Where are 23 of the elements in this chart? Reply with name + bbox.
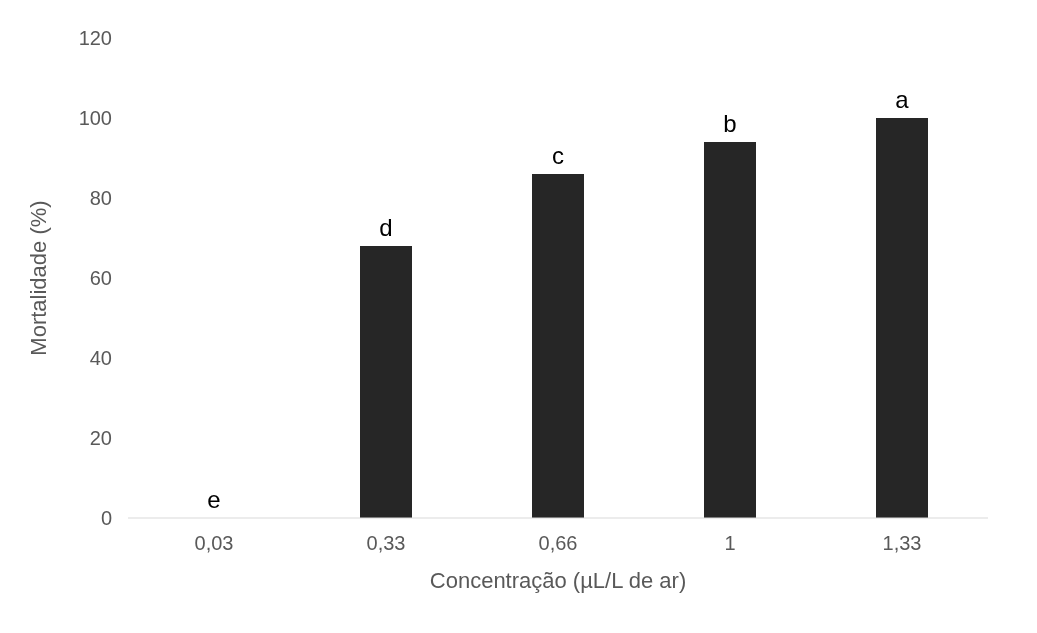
- x-tick-label: 0,03: [194, 532, 234, 555]
- y-tick-label: 120: [78, 27, 112, 50]
- x-axis-title: Concentração (µL/L de ar): [429, 568, 687, 593]
- annotation: e: [207, 486, 221, 513]
- annotation: b: [723, 110, 737, 137]
- bar: [532, 174, 584, 518]
- bar: [704, 142, 756, 518]
- y-tick-label: 60: [89, 267, 112, 290]
- annotation: d: [379, 214, 393, 241]
- y-tick-label: 80: [89, 187, 112, 210]
- x-tick-label: 1,33: [882, 532, 922, 555]
- annotation: c: [552, 142, 564, 169]
- bar: [876, 118, 928, 518]
- annotation: a: [895, 86, 910, 113]
- y-tick-label: 40: [89, 347, 112, 370]
- x-tick-label: 1: [724, 532, 736, 555]
- y-tick-label: 20: [89, 427, 112, 450]
- x-tick-label: 0,33: [366, 532, 406, 555]
- y-axis-title: Mortalidade (%): [25, 200, 51, 356]
- bar: [360, 246, 412, 518]
- x-tick-label: 0,66: [538, 532, 578, 555]
- y-tick-label: 100: [78, 107, 112, 130]
- y-tick-label: 0: [100, 507, 112, 530]
